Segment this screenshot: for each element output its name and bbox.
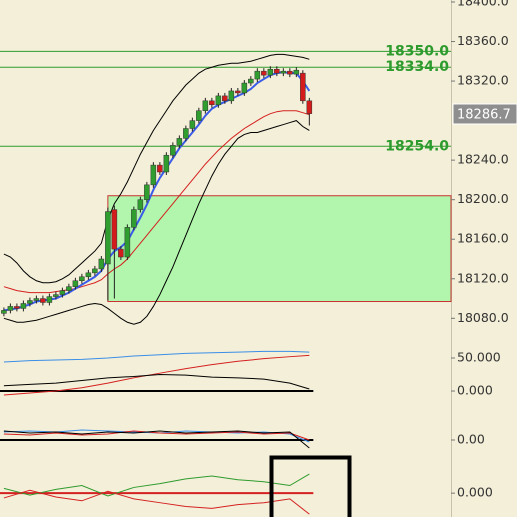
candle-body — [150, 164, 157, 186]
candle-body — [46, 296, 53, 303]
candle-body — [98, 258, 105, 270]
candle-body — [144, 184, 150, 200]
overlay-line — [3, 71, 311, 312]
candle-body — [300, 72, 306, 102]
candle-body — [40, 298, 46, 303]
candle-body — [137, 199, 144, 210]
candle-body — [53, 294, 59, 297]
y-tick-label: 18120.0 — [457, 270, 509, 285]
y-tick-label: 0.000 — [457, 383, 493, 398]
candle-body — [59, 290, 66, 295]
overlay-line — [3, 120, 310, 325]
candle-body — [1, 310, 7, 314]
candle-body — [92, 268, 98, 274]
price-tag-box — [452, 103, 517, 125]
candle-body — [306, 100, 313, 114]
indicator-line — [3, 489, 310, 515]
candle-body — [170, 145, 176, 156]
indicator-line — [3, 430, 310, 441]
candle-body — [222, 95, 228, 102]
candle-body — [176, 138, 183, 146]
candle-body — [196, 110, 202, 121]
overlay-line — [3, 110, 310, 294]
candle-body — [280, 70, 287, 74]
candle-body — [66, 286, 72, 291]
candle-body — [111, 209, 118, 250]
candle-body — [202, 100, 209, 111]
candle-body — [27, 300, 33, 304]
candle-body — [183, 128, 189, 139]
candle-body — [267, 68, 274, 76]
candle-body — [163, 154, 170, 173]
level-label: 18334.0 — [385, 59, 449, 75]
candle-body — [293, 69, 300, 75]
indicator-line — [3, 374, 310, 390]
candle-body — [235, 90, 241, 94]
candle-body — [33, 298, 40, 301]
candle-body — [131, 209, 137, 228]
y-tick-label: 0.00 — [457, 432, 485, 447]
indicator-line — [3, 354, 310, 396]
level-label: 18254.0 — [385, 138, 449, 154]
overlay-box — [269, 455, 352, 517]
y-tick-label: 18160.0 — [457, 231, 509, 246]
zone — [107, 195, 452, 303]
candle-body — [287, 70, 293, 75]
candle-body — [189, 120, 196, 129]
price-tag-label: 18286.7 — [457, 107, 511, 122]
candle-body — [124, 227, 131, 258]
level-label: 18350.0 — [385, 43, 449, 59]
candle-body — [7, 306, 14, 311]
candle-body — [79, 276, 85, 281]
indicator-line — [3, 473, 310, 497]
candle-body — [157, 164, 163, 173]
y-tick-label: 18080.0 — [457, 310, 509, 325]
candle-body — [85, 272, 92, 278]
overlay-line — [3, 53, 310, 284]
indicator-line — [3, 350, 310, 363]
candle-body — [14, 306, 20, 309]
y-tick-label: 0.000 — [457, 485, 493, 500]
candle-body — [20, 303, 27, 309]
candle-body — [105, 211, 111, 265]
y-tick-label: 50.000 — [457, 350, 501, 365]
candle-body — [118, 248, 124, 258]
candle-body — [72, 280, 79, 287]
y-tick-label: 18200.0 — [457, 191, 509, 206]
candle-body — [228, 90, 235, 102]
candle-body — [274, 68, 280, 74]
candle-body — [215, 95, 222, 106]
y-tick-label: 18400.0 — [457, 0, 509, 8]
candle-body — [209, 100, 215, 106]
y-tick-label: 18360.0 — [457, 33, 509, 48]
candle-body — [248, 78, 254, 84]
candle-body — [254, 70, 261, 80]
y-tick-label: 18240.0 — [457, 152, 509, 167]
y-tick-label: 18320.0 — [457, 73, 509, 88]
indicator-line — [3, 430, 310, 449]
candle-body — [241, 82, 248, 94]
candle-body — [261, 70, 267, 76]
